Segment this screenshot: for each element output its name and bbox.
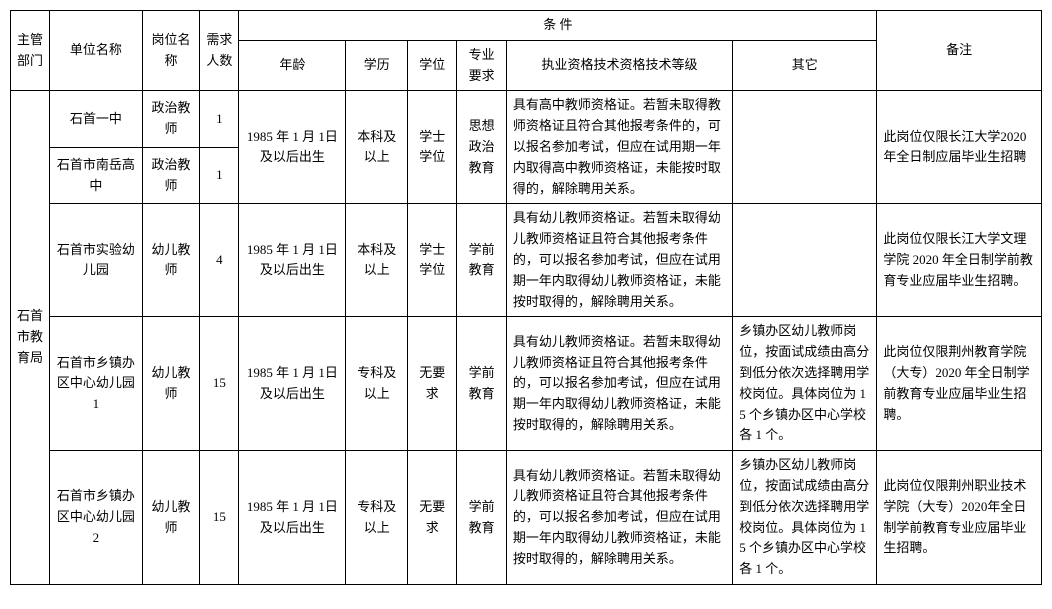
cell-qual: 具有幼儿教师资格证。若暂未取得幼儿教师资格证且符合其他报考条件的，可以报名参加考… bbox=[506, 204, 732, 317]
cell-edu: 本科及以上 bbox=[346, 204, 408, 317]
header-post: 岗位名称 bbox=[142, 11, 200, 91]
cell-degree: 无要求 bbox=[408, 317, 457, 451]
cell-edu: 本科及以上 bbox=[346, 91, 408, 204]
cell-count: 1 bbox=[200, 91, 239, 147]
cell-unit: 石首市乡镇办区中心幼儿园 1 bbox=[50, 317, 143, 451]
header-unit: 单位名称 bbox=[50, 11, 143, 91]
cell-other bbox=[733, 91, 877, 204]
cell-other bbox=[733, 204, 877, 317]
cell-post: 政治教师 bbox=[142, 91, 200, 147]
cell-post: 幼儿教师 bbox=[142, 451, 200, 585]
cell-count: 1 bbox=[200, 147, 239, 204]
cell-other: 乡镇办区幼儿教师岗位，按面试成绩由高分到低分依次选择聘用学校岗位。具体岗位为 1… bbox=[733, 317, 877, 451]
table-header: 主管部门 单位名称 岗位名称 需求人数 条 件 备注 年龄 学历 学位 专业要求… bbox=[11, 11, 1042, 91]
cell-qual: 具有幼儿教师资格证。若暂未取得幼儿教师资格证且符合其他报考条件的，可以报名参加考… bbox=[506, 317, 732, 451]
cell-major: 学前教育 bbox=[457, 204, 506, 317]
table-row: 石首市乡镇办区中心幼儿园 2 幼儿教师 15 1985 年 1 月 1日及以后出… bbox=[11, 451, 1042, 585]
cell-degree: 学士学位 bbox=[408, 204, 457, 317]
cell-count: 15 bbox=[200, 451, 239, 585]
cell-post: 幼儿教师 bbox=[142, 317, 200, 451]
header-dept: 主管部门 bbox=[11, 11, 50, 91]
cell-qual: 具有幼儿教师资格证。若暂未取得幼儿教师资格证且符合其他报考条件的，可以报名参加考… bbox=[506, 451, 732, 585]
cell-unit: 石首一中 bbox=[50, 91, 143, 147]
cell-degree: 学士学位 bbox=[408, 91, 457, 204]
table-row: 石首市实验幼儿园 幼儿教师 4 1985 年 1 月 1日及以后出生 本科及以上… bbox=[11, 204, 1042, 317]
cell-age: 1985 年 1 月 1日及以后出生 bbox=[239, 317, 346, 451]
cell-other: 乡镇办区幼儿教师岗位，按面试成绩由高分到低分依次选择聘用学校岗位。具体岗位为 1… bbox=[733, 451, 877, 585]
cell-age: 1985 年 1 月 1日及以后出生 bbox=[239, 204, 346, 317]
cell-qual: 具有高中教师资格证。若暂未取得教师资格证且符合其他报考条件的，可以报名参加考试，… bbox=[506, 91, 732, 204]
header-degree: 学位 bbox=[408, 40, 457, 91]
header-note: 备注 bbox=[877, 11, 1042, 91]
cell-note: 此岗位仅限荆州教育学院（大专）2020 年全日制学前教育专业应届毕业生招聘。 bbox=[877, 317, 1042, 451]
table-row: 石首市教育局 石首一中 政治教师 1 1985 年 1 月 1日及以后出生 本科… bbox=[11, 91, 1042, 147]
cell-degree: 无要求 bbox=[408, 451, 457, 585]
header-qual: 执业资格技术资格技术等级 bbox=[506, 40, 732, 91]
cell-note: 此岗位仅限荆州职业技术学院（大专）2020年全日制学前教育专业应届毕业生招聘。 bbox=[877, 451, 1042, 585]
cell-unit: 石首市乡镇办区中心幼儿园 2 bbox=[50, 451, 143, 585]
cell-count: 4 bbox=[200, 204, 239, 317]
header-count: 需求人数 bbox=[200, 11, 239, 91]
table-row: 石首市乡镇办区中心幼儿园 1 幼儿教师 15 1985 年 1 月 1日及以后出… bbox=[11, 317, 1042, 451]
header-conditions: 条 件 bbox=[239, 11, 877, 41]
cell-age: 1985 年 1 月 1日及以后出生 bbox=[239, 451, 346, 585]
cell-unit: 石首市实验幼儿园 bbox=[50, 204, 143, 317]
cell-count: 15 bbox=[200, 317, 239, 451]
cell-major: 思想政治教育 bbox=[457, 91, 506, 204]
cell-note: 此岗位仅限长江大学文理学院 2020 年全日制学前教育专业应届毕业生招聘。 bbox=[877, 204, 1042, 317]
table-body: 石首市教育局 石首一中 政治教师 1 1985 年 1 月 1日及以后出生 本科… bbox=[11, 91, 1042, 585]
cell-major: 学前教育 bbox=[457, 317, 506, 451]
cell-major: 学前教育 bbox=[457, 451, 506, 585]
cell-age: 1985 年 1 月 1日及以后出生 bbox=[239, 91, 346, 204]
header-edu: 学历 bbox=[346, 40, 408, 91]
cell-note: 此岗位仅限长江大学2020年全日制应届毕业生招聘 bbox=[877, 91, 1042, 204]
header-age: 年龄 bbox=[239, 40, 346, 91]
cell-post: 政治教师 bbox=[142, 147, 200, 204]
cell-post: 幼儿教师 bbox=[142, 204, 200, 317]
cell-dept: 石首市教育局 bbox=[11, 91, 50, 585]
header-major: 专业要求 bbox=[457, 40, 506, 91]
cell-unit: 石首市南岳高中 bbox=[50, 147, 143, 204]
header-other: 其它 bbox=[733, 40, 877, 91]
recruitment-table: 主管部门 单位名称 岗位名称 需求人数 条 件 备注 年龄 学历 学位 专业要求… bbox=[10, 10, 1042, 585]
cell-edu: 专科及以上 bbox=[346, 317, 408, 451]
cell-edu: 专科及以上 bbox=[346, 451, 408, 585]
